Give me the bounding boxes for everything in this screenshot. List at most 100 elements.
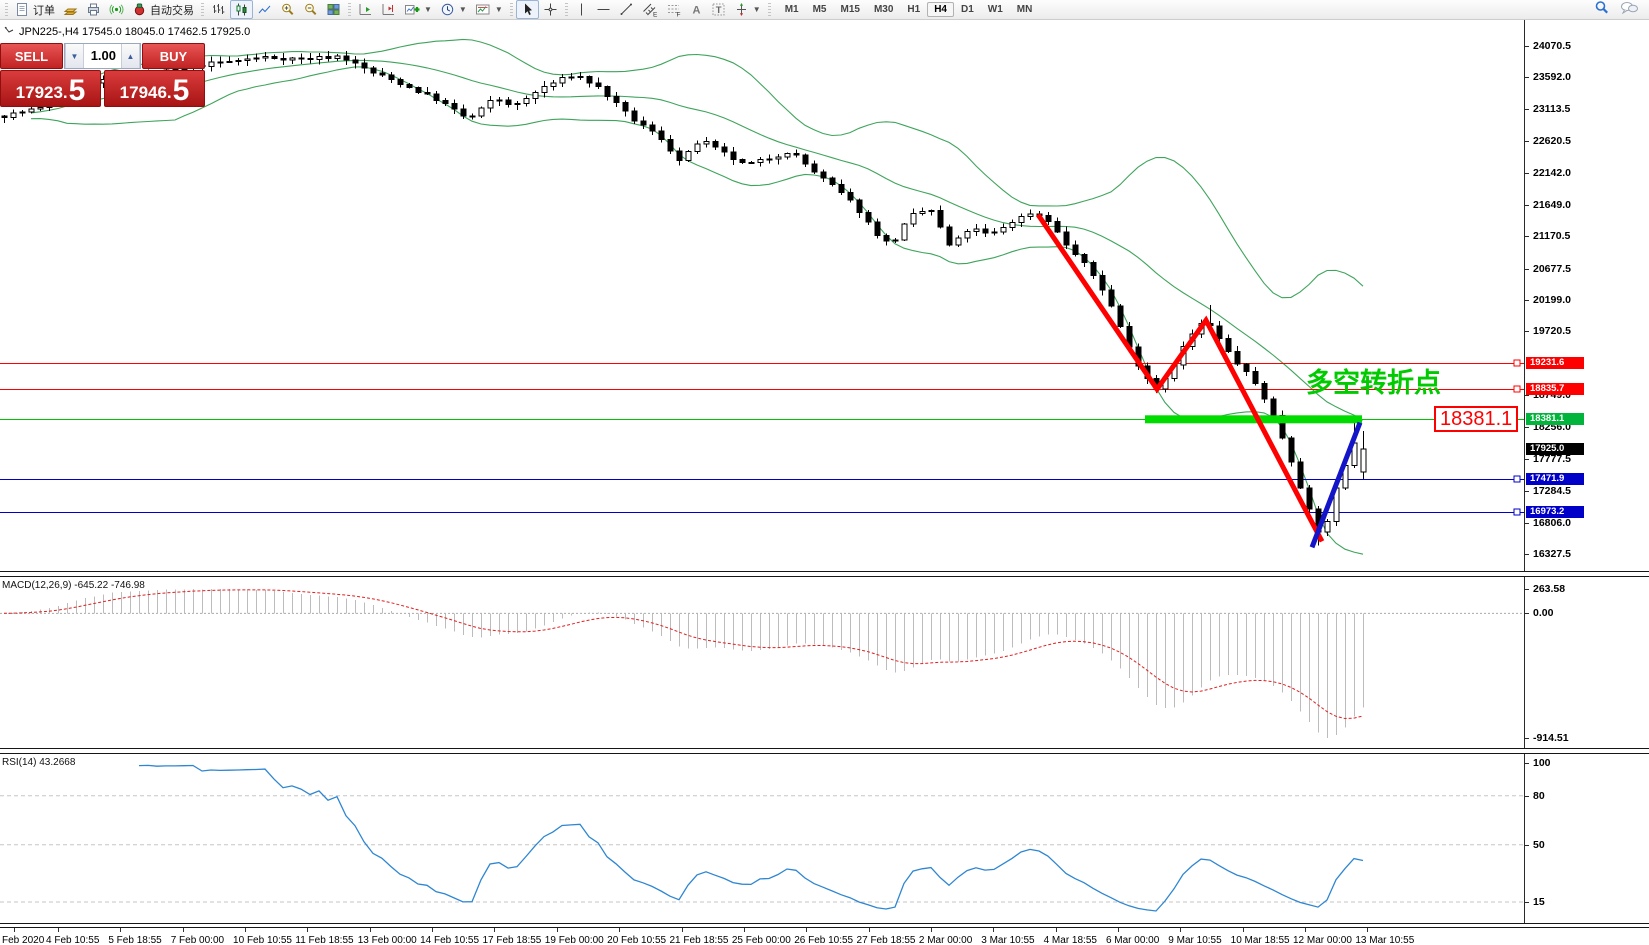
time-axis-tick	[743, 928, 745, 932]
price-axis-label: 22142.0	[1533, 166, 1571, 179]
time-axis-label: 27 Feb 18:55	[856, 935, 916, 945]
sell-button[interactable]: SELL	[0, 43, 63, 69]
search-icon[interactable]	[1594, 0, 1610, 19]
buy-button[interactable]: BUY	[142, 43, 205, 69]
toolbar-grip	[509, 3, 513, 16]
trendline-button[interactable]	[615, 0, 638, 19]
price-axis-tick	[1525, 173, 1529, 174]
zoom-in-button[interactable]	[276, 0, 299, 19]
price-axis-label: 19720.5	[1533, 325, 1571, 338]
blue-rebound-line	[1309, 421, 1363, 549]
time-axis-tick	[619, 928, 621, 932]
rsi-value: 43.2668	[39, 757, 76, 768]
tile-windows-icon	[326, 2, 341, 17]
price-axis-label: 16806.0	[1533, 516, 1571, 529]
time-axis-label: Feb 2020	[2, 935, 45, 945]
volume-down-button[interactable]: ▼	[65, 44, 84, 68]
time-axis-tick	[307, 928, 309, 932]
price-badge: 18381.1	[1526, 413, 1584, 426]
time-axis-tick	[1367, 928, 1369, 932]
macd-axis-tick	[1525, 589, 1529, 590]
add-indicator-icon	[404, 2, 420, 17]
timeframe-m30[interactable]: M30	[873, 4, 894, 15]
new-order-button[interactable]: 订单	[11, 0, 59, 19]
time-axis-tick	[369, 928, 371, 932]
volume-up-button[interactable]: ▲	[121, 44, 140, 68]
sell-price-box[interactable]: 17923. 5	[0, 70, 101, 107]
autotrade-button[interactable]: 自动交易	[128, 0, 198, 19]
depth-of-market-button[interactable]	[59, 0, 82, 19]
autotrade-label: 自动交易	[150, 4, 194, 17]
drawn-annotations	[1035, 213, 1363, 549]
auto-scroll-button[interactable]	[354, 0, 377, 19]
rsi-axis-tick	[1525, 845, 1529, 846]
price-axis-tick	[1525, 554, 1529, 555]
time-axis-tick	[806, 928, 808, 932]
timeframe-h1[interactable]: H1	[907, 4, 921, 15]
price-badge: 16973.2	[1526, 505, 1584, 518]
timeframe-m15[interactable]: M15	[840, 4, 860, 15]
timeframe-m1[interactable]: M1	[784, 4, 799, 15]
trade-panel-prices: 17923. 5 17946. 5	[0, 70, 205, 107]
news-broadcast-button[interactable]	[105, 0, 128, 19]
vertical-line-button[interactable]	[571, 0, 592, 19]
periods-button[interactable]: ▼	[436, 0, 471, 19]
zoom-out-button[interactable]	[299, 0, 322, 19]
price-badge: 17471.9	[1526, 472, 1584, 485]
svg-text:E: E	[653, 12, 658, 18]
panel-divider[interactable]	[0, 748, 1649, 754]
macd-value-main: -645.22	[74, 580, 109, 591]
time-axis: Feb 2020 4 Feb 10:55 5 Feb 18:55 7 Feb 00:0…	[0, 928, 1649, 945]
time-axis-tick	[432, 928, 434, 932]
arrows-button[interactable]: ▼	[730, 0, 765, 19]
price-axis-tick	[1525, 77, 1529, 78]
volume-value[interactable]: 1.00	[90, 48, 116, 63]
printer-icon	[86, 2, 101, 17]
timeframe-w1[interactable]: W1	[987, 4, 1003, 15]
add-indicator-button[interactable]: ▼	[400, 0, 436, 19]
tile-windows-button[interactable]	[322, 0, 345, 19]
time-axis-tick	[681, 928, 683, 932]
time-axis-tick	[1305, 928, 1306, 932]
price-axis-label: 20199.0	[1533, 294, 1571, 306]
line-chart-button[interactable]	[253, 0, 276, 19]
time-axis-label: 10 Feb 10:55	[233, 935, 292, 945]
toolbar-grip	[564, 3, 568, 16]
sell-price: 17923.	[15, 83, 68, 102]
time-axis-label: 4 Mar 18:55	[1043, 935, 1097, 945]
cursor-button[interactable]	[515, 0, 539, 19]
chart-shift-button[interactable]	[377, 0, 400, 19]
crosshair-button[interactable]	[539, 0, 562, 19]
bar-chart-button[interactable]	[207, 0, 230, 19]
fibonacci-button[interactable]: F	[662, 0, 686, 19]
timeframe-h4[interactable]: H4	[927, 2, 954, 17]
zoom-out-icon	[303, 2, 318, 17]
timeframe-mn[interactable]: MN	[1016, 4, 1033, 15]
time-axis-label: 6 Mar 00:00	[1105, 935, 1160, 945]
candlestick-chart-button[interactable]	[230, 0, 253, 19]
text-button[interactable]: A	[686, 0, 707, 19]
timeframe-m5[interactable]: M5	[812, 4, 827, 15]
price-chart-canvas[interactable]	[0, 20, 1524, 571]
time-axis-tick	[1117, 928, 1119, 932]
gold-bars-icon	[63, 2, 78, 17]
text-label-button[interactable]: T	[707, 0, 730, 19]
candlesticks	[1, 51, 1367, 546]
price-badge: 18835.7	[1526, 383, 1584, 396]
buy-price-box[interactable]: 17946. 5	[104, 70, 205, 107]
print-button[interactable]	[82, 0, 105, 19]
timeframe-d1[interactable]: D1	[961, 4, 974, 15]
macd-panel: MACD(12,26,9) -645.22 -746.98 263.58 0.00…	[0, 577, 1649, 748]
trendline-icon	[619, 2, 634, 17]
symbol-info: JPN225-,H4 17545.0 18045.0 17462.5 17925…	[4, 26, 250, 38]
templates-button[interactable]: ▼	[471, 0, 507, 19]
rsi-axis-tick	[1525, 796, 1529, 797]
equidistant-channel-button[interactable]: E	[638, 0, 662, 19]
macd-axis-tick	[1525, 738, 1529, 739]
time-axis-label: 10 Mar 18:55	[1230, 935, 1290, 945]
horizontal-line-button[interactable]	[592, 0, 615, 19]
price-axis-label: 17777.5	[1533, 452, 1571, 465]
candlestick-icon	[234, 2, 249, 17]
chat-icon[interactable]	[1619, 0, 1639, 19]
panel-divider[interactable]	[0, 571, 1649, 577]
